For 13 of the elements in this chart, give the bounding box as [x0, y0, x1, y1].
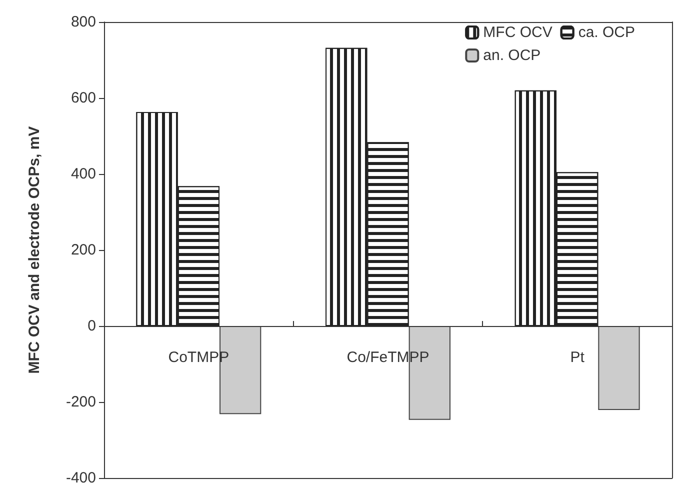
legend-label: MFC OCV [483, 24, 552, 41]
bar [598, 326, 640, 410]
y-tick-label: -200 [66, 394, 96, 410]
y-tick-label: 600 [70, 90, 96, 106]
y-tick-label: 0 [88, 318, 96, 334]
legend-label: ca. OCP [578, 24, 636, 41]
y-axis-title: MFC OCV and electrode OCPs, mV [26, 126, 43, 374]
y-tick-label: 400 [70, 166, 96, 182]
legend-label: an. OCP [483, 47, 541, 64]
y-tick-label: 800 [70, 14, 96, 30]
x-tick-label: Pt [570, 349, 586, 366]
y-tick-label: -400 [66, 470, 96, 486]
y-tick-label: 200 [70, 242, 96, 258]
